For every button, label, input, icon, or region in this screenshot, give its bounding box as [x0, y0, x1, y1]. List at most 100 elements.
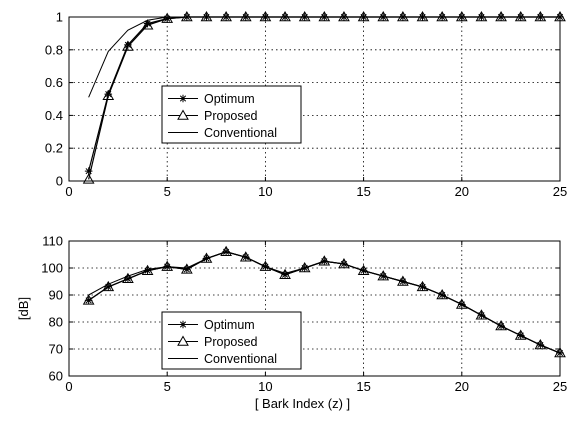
data-point-proposed: [377, 10, 390, 22]
data-point-proposed: [377, 270, 390, 281]
plot-area: [69, 17, 560, 181]
data-point-proposed: [416, 280, 429, 292]
data-point-proposed: [102, 280, 115, 292]
legend-label-proposed: Proposed: [204, 335, 258, 349]
data-point-proposed: [102, 89, 115, 100]
top-chart: 0 5 10 15 20 25 0 0.2 0.4 0.6 0.8 1 Optimum Proposed C…: [45, 10, 567, 200]
data-point-optimum: [222, 13, 230, 21]
data-point-optimum: [536, 13, 545, 21]
data-point-optimum: [183, 13, 191, 21]
data-point-optimum: [104, 283, 113, 291]
data-point-optimum: [281, 13, 289, 21]
y-tick-label: 90: [49, 288, 63, 303]
data-point-proposed: [279, 10, 291, 22]
x-tick-label: 25: [553, 379, 567, 394]
x-tick-label: 15: [356, 184, 370, 199]
plot-area: [69, 241, 560, 376]
data-point-optimum: [458, 300, 466, 309]
data-point-optimum: [497, 13, 505, 21]
y-tick-label: 100: [41, 261, 63, 276]
data-point-proposed: [200, 252, 213, 263]
data-point-proposed: [397, 10, 409, 22]
data-point-optimum: [241, 253, 250, 261]
legend-label-optimum: Optimum: [204, 92, 255, 106]
data-point-proposed: [122, 40, 134, 51]
data-point-optimum: [340, 13, 348, 21]
data-point-proposed: [495, 10, 507, 22]
x-tick-label: 5: [164, 379, 171, 394]
bottom-chart: 0 5 10 15 20 25 60 70 80 90 100 110 Optimum Proposed C…: [16, 234, 567, 412]
data-point-proposed: [436, 10, 449, 22]
data-point-optimum: [143, 266, 152, 275]
legend: Optimum Proposed Conventional: [161, 85, 302, 144]
legend-label-optimum: Optimum: [204, 318, 255, 332]
data-point-proposed: [357, 264, 370, 275]
data-point-optimum: [241, 13, 250, 21]
data-point-proposed: [534, 338, 547, 350]
data-point-optimum: [379, 13, 388, 21]
data-point-optimum: [124, 275, 132, 283]
data-point-proposed: [554, 10, 566, 22]
data-point-proposed: [514, 10, 527, 22]
data-point-proposed: [338, 257, 350, 269]
data-point-optimum: [163, 14, 171, 23]
data-point-optimum: [183, 265, 191, 274]
x-tick-label: 10: [258, 379, 272, 394]
data-point-proposed: [259, 10, 272, 22]
data-point-proposed: [298, 261, 311, 273]
x-tick-label: 25: [553, 184, 567, 199]
data-point-optimum: [516, 13, 525, 21]
data-point-optimum: [320, 257, 329, 266]
data-point-proposed: [180, 10, 193, 22]
data-point-proposed: [220, 245, 232, 257]
data-point-proposed: [161, 12, 174, 23]
data-point-proposed: [259, 260, 272, 271]
data-point-optimum: [281, 270, 289, 279]
data-point-optimum: [104, 90, 113, 98]
y-tick-label: 1: [56, 10, 63, 25]
y-tick-label: 0.4: [45, 108, 63, 123]
data-point-proposed: [161, 260, 174, 271]
data-point-optimum: [556, 349, 564, 357]
data-point-optimum: [438, 13, 446, 21]
data-point-proposed: [298, 10, 311, 22]
data-point-proposed: [82, 173, 95, 184]
data-point-optimum: [438, 291, 446, 299]
x-tick-label: 20: [455, 184, 469, 199]
data-point-proposed: [239, 251, 252, 262]
y-tick-label: 60: [49, 369, 63, 384]
data-point-optimum: [300, 13, 309, 21]
data-point-proposed: [318, 10, 331, 22]
data-point-optimum: [202, 13, 211, 21]
data-point-optimum: [261, 13, 270, 21]
data-point-proposed: [338, 10, 350, 22]
legend-label-conventional: Conventional: [204, 352, 277, 366]
data-point-optimum: [84, 296, 93, 305]
data-point-optimum: [359, 13, 368, 21]
data-point-optimum: [359, 266, 368, 275]
data-point-proposed: [239, 10, 252, 22]
legend-marker-star: [179, 94, 187, 103]
data-point-proposed: [122, 272, 134, 284]
data-point-optimum: [516, 331, 525, 340]
data-point-optimum: [458, 13, 466, 21]
data-point-optimum: [202, 254, 211, 263]
y-axis-title: [dB]: [16, 297, 31, 320]
data-point-optimum: [536, 341, 545, 349]
data-point-proposed: [554, 347, 566, 358]
data-point-proposed: [220, 10, 232, 22]
data-point-proposed: [180, 263, 193, 274]
data-point-optimum: [497, 322, 505, 330]
data-point-proposed: [141, 19, 154, 30]
x-tick-label: 0: [65, 379, 72, 394]
legend: Optimum Proposed Conventional: [161, 311, 302, 370]
data-point-proposed: [357, 10, 370, 22]
y-tick-label: 0.2: [45, 141, 63, 156]
data-point-proposed: [475, 309, 488, 320]
data-point-proposed: [455, 298, 468, 309]
data-point-optimum: [556, 13, 564, 21]
y-tick-label: 0.8: [45, 42, 63, 57]
y-tick-label: 0: [56, 174, 63, 189]
x-tick-label: 5: [164, 184, 171, 199]
x-axis-title: [ Bark Index (z) ]: [255, 396, 350, 411]
